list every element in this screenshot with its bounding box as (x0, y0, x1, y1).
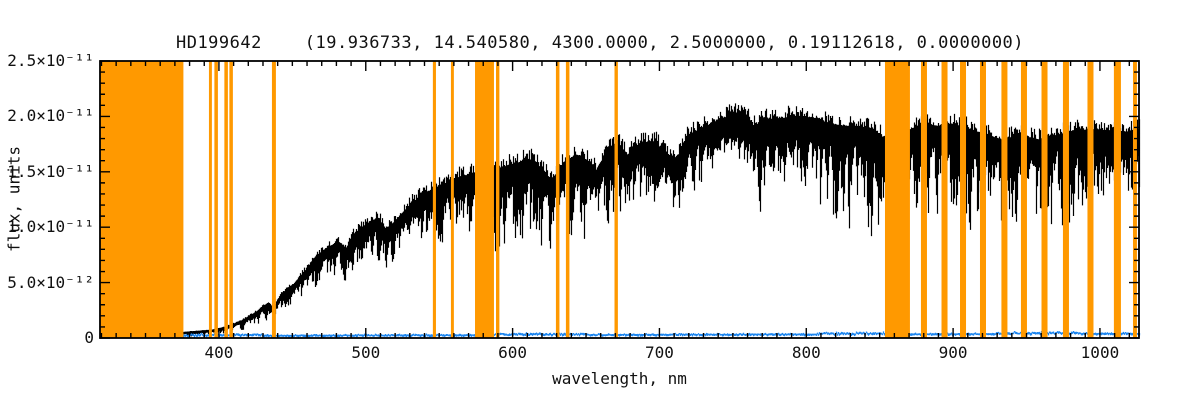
x-axis-label: wavelength, nm (552, 369, 687, 388)
y-tick-label: 0 (84, 328, 94, 347)
y-tick-label: 5.0×10⁻¹² (7, 272, 94, 292)
x-tick-label: 1000 (1080, 343, 1120, 362)
y-tick-label: 2.5×10⁻¹¹ (7, 51, 94, 70)
x-tick-label: 900 (938, 343, 968, 362)
x-tick-label: 800 (791, 343, 821, 362)
x-tick-label: 700 (644, 343, 674, 362)
y-tick-label: 1.5×10⁻¹¹ (7, 161, 94, 181)
x-tick-label: 500 (351, 343, 381, 362)
y-tick-label: 2.0×10⁻¹¹ (7, 106, 94, 126)
x-tick-label: 400 (204, 343, 234, 362)
x-tick-label: 600 (498, 343, 528, 362)
y-tick-label: 1.0×10⁻¹¹ (7, 217, 94, 237)
plot-title: HD199642 (19.936733, 14.540580, 4300.000… (175, 33, 1025, 53)
